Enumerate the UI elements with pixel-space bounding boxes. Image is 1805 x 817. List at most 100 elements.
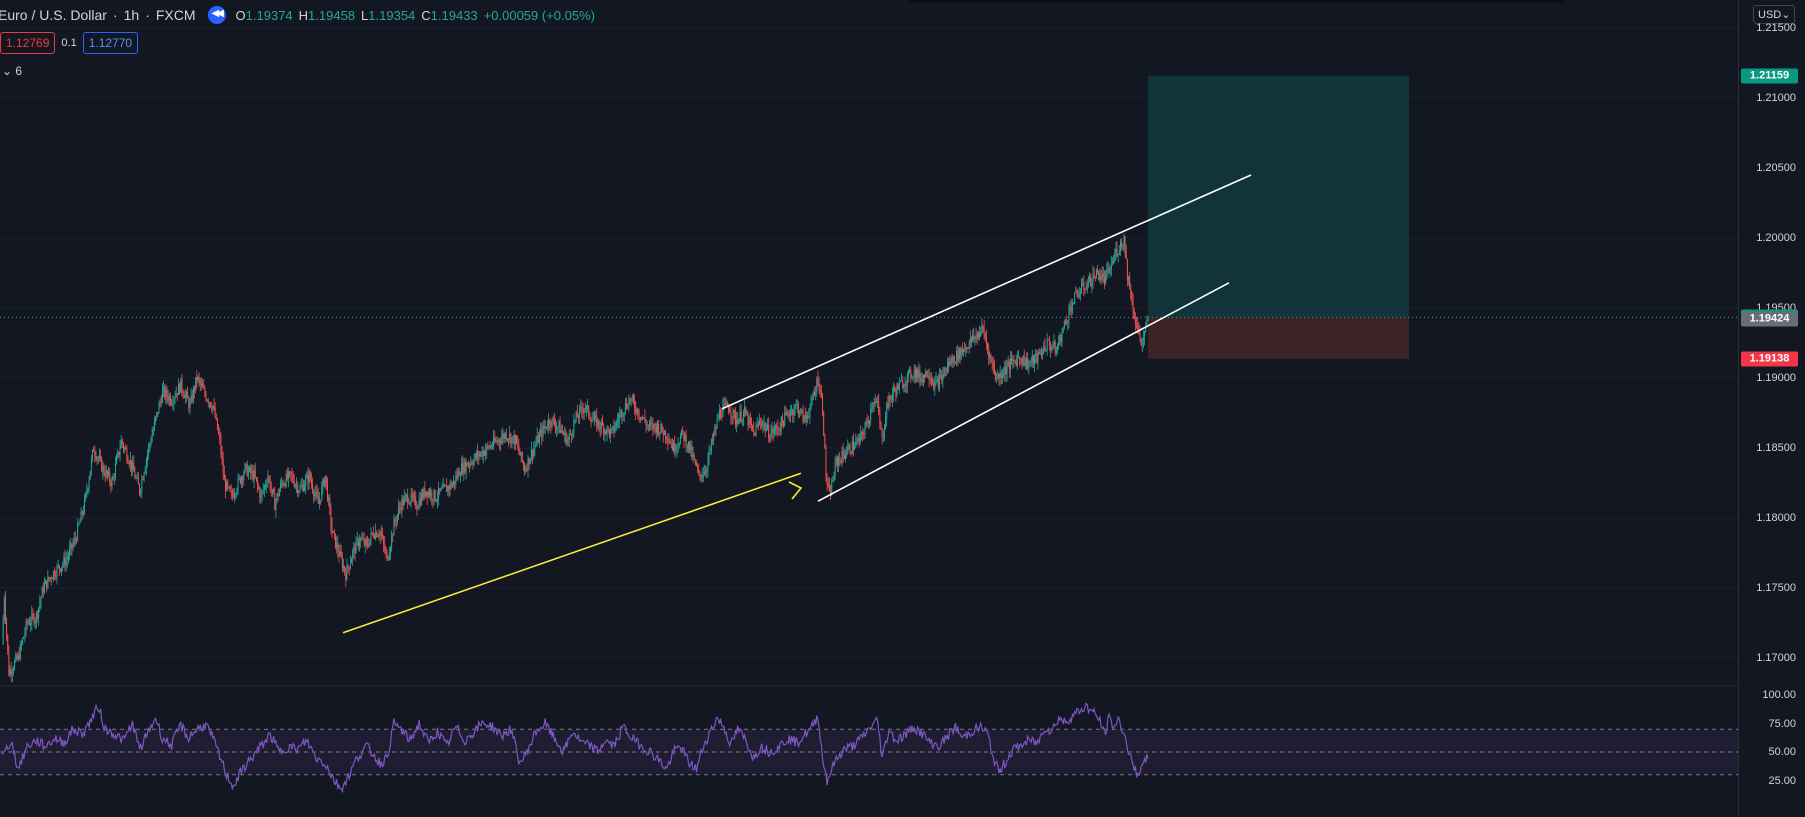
candle-body xyxy=(345,572,347,581)
candle-body xyxy=(315,491,317,494)
candle-body xyxy=(410,493,412,503)
candle-body xyxy=(237,477,239,491)
candle-body xyxy=(1124,236,1126,252)
candle-body xyxy=(481,451,483,457)
buy-button[interactable]: 1.12770 xyxy=(82,32,139,54)
candle-body xyxy=(997,373,999,379)
candle-body xyxy=(463,460,465,474)
candle-body xyxy=(642,417,644,419)
candle-body xyxy=(113,476,115,478)
candle-body xyxy=(851,441,853,454)
candle-body xyxy=(1075,291,1077,293)
quantity-label[interactable]: 0.1 xyxy=(61,37,77,49)
candle-body xyxy=(968,342,970,349)
candle-body xyxy=(849,444,851,453)
candle-body xyxy=(1081,285,1083,292)
candle-body xyxy=(803,415,805,423)
candle-body xyxy=(1106,269,1108,274)
candle-body xyxy=(343,566,345,568)
candle-body xyxy=(475,453,477,458)
candle-body xyxy=(160,401,162,403)
candle-body xyxy=(47,576,49,589)
candle-body xyxy=(223,473,225,481)
candle-body xyxy=(38,607,40,618)
candle-body xyxy=(423,488,425,499)
candle-body xyxy=(355,539,357,554)
candle-body xyxy=(1055,349,1057,353)
price-axis[interactable]: USD⌄ 1.21500 1.21000 1.20500 1.20000 1.19500… xyxy=(1738,0,1805,817)
candle-body xyxy=(387,556,389,560)
candle-body xyxy=(110,481,112,486)
candle-body xyxy=(125,448,127,450)
candle-body xyxy=(187,392,189,399)
candle-body xyxy=(104,473,106,477)
candle-body xyxy=(559,421,561,434)
candle-body xyxy=(124,448,126,449)
candle-body xyxy=(359,541,361,546)
candle-body xyxy=(1118,250,1120,254)
candle-body xyxy=(836,458,838,465)
candle-body xyxy=(202,384,204,388)
candle-body xyxy=(540,429,542,434)
indicators-toggle[interactable]: ⌄ 6 xyxy=(0,62,28,80)
candle-body xyxy=(771,428,773,434)
channel-lower-line xyxy=(817,282,1230,502)
candle-body xyxy=(689,441,691,451)
candle-body xyxy=(731,416,733,418)
price-chart[interactable] xyxy=(0,0,1738,817)
candle-body xyxy=(686,446,688,448)
candle-body xyxy=(459,474,461,477)
candle-body xyxy=(1123,236,1125,246)
candle-body xyxy=(1014,360,1016,362)
candle-body xyxy=(566,439,568,444)
candle-body xyxy=(729,410,731,413)
candle-body xyxy=(414,496,416,497)
candle-body xyxy=(1097,269,1099,271)
candle-body xyxy=(635,408,637,413)
candle-body xyxy=(565,431,567,444)
candle-body xyxy=(1116,248,1118,256)
candle-body xyxy=(485,450,487,456)
sell-button[interactable]: 1.12769 xyxy=(0,32,56,54)
currency-selector[interactable]: USD⌄ xyxy=(1753,5,1796,24)
candle-body xyxy=(151,434,153,442)
candle-body xyxy=(619,414,621,421)
candle-body xyxy=(816,378,818,393)
candle-body xyxy=(846,453,848,456)
candle-body xyxy=(1011,358,1013,361)
candle-body xyxy=(184,394,186,399)
candle-body xyxy=(200,384,202,385)
interval-label[interactable]: 1h xyxy=(123,7,140,23)
candle-body xyxy=(784,412,786,426)
chart-area[interactable]: Euro / U.S. Dollar · 1h · FXCM ◀◀ O1.193… xyxy=(0,0,1738,817)
candle-body xyxy=(508,439,510,440)
candle-body xyxy=(567,439,569,441)
chevron-down-icon: ⌄ xyxy=(1781,9,1791,21)
candle-body xyxy=(705,471,707,473)
candle-body xyxy=(910,369,912,378)
candle-body xyxy=(195,376,197,391)
candle-body xyxy=(461,463,463,475)
candle-body xyxy=(497,439,499,442)
candle-body xyxy=(1066,321,1068,324)
candle-body xyxy=(278,490,280,497)
candle-body xyxy=(626,403,628,408)
candle-body xyxy=(1111,261,1113,264)
symbol-name[interactable]: Euro / U.S. Dollar xyxy=(0,7,107,23)
candle-body xyxy=(1093,273,1095,279)
candle-body xyxy=(367,542,369,546)
candle-body xyxy=(1020,359,1022,361)
candle-body xyxy=(1062,327,1064,333)
candle-body xyxy=(841,450,843,463)
target-zone xyxy=(1148,75,1409,318)
candle-body xyxy=(1048,340,1050,346)
candle-body xyxy=(944,367,946,376)
candle-body xyxy=(50,577,52,580)
candle-body xyxy=(706,468,708,473)
candle-body xyxy=(466,462,468,467)
candle-body xyxy=(542,425,544,438)
candle-body xyxy=(861,431,862,433)
replay-icon[interactable]: ◀◀ xyxy=(207,6,226,24)
candle-body xyxy=(1083,282,1085,290)
candle-body xyxy=(872,402,874,409)
